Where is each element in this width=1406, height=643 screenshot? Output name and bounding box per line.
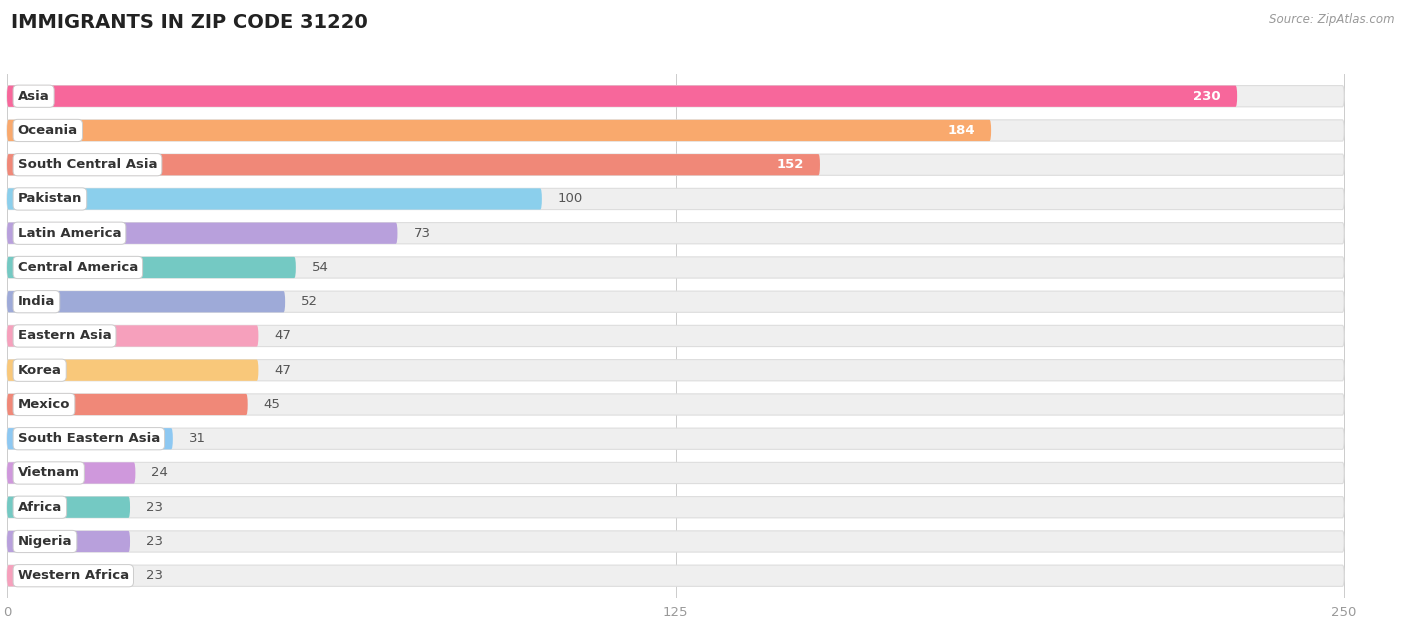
- Text: Nigeria: Nigeria: [18, 535, 72, 548]
- FancyBboxPatch shape: [7, 86, 1344, 107]
- FancyBboxPatch shape: [7, 496, 1344, 518]
- FancyBboxPatch shape: [7, 325, 1344, 347]
- FancyBboxPatch shape: [7, 154, 1344, 176]
- FancyBboxPatch shape: [7, 565, 1344, 586]
- Text: Oceania: Oceania: [18, 124, 77, 137]
- FancyBboxPatch shape: [7, 531, 129, 552]
- Text: 23: 23: [146, 501, 163, 514]
- FancyBboxPatch shape: [7, 154, 820, 176]
- Text: Eastern Asia: Eastern Asia: [18, 329, 111, 343]
- Text: Vietnam: Vietnam: [18, 466, 80, 480]
- FancyBboxPatch shape: [7, 291, 1344, 312]
- Text: 54: 54: [312, 261, 329, 274]
- Text: India: India: [18, 295, 55, 308]
- Text: IMMIGRANTS IN ZIP CODE 31220: IMMIGRANTS IN ZIP CODE 31220: [11, 13, 368, 32]
- FancyBboxPatch shape: [7, 462, 135, 484]
- FancyBboxPatch shape: [7, 222, 1344, 244]
- FancyBboxPatch shape: [7, 359, 259, 381]
- Text: Pakistan: Pakistan: [18, 192, 82, 206]
- Text: South Eastern Asia: South Eastern Asia: [18, 432, 160, 445]
- Text: 230: 230: [1194, 90, 1220, 103]
- FancyBboxPatch shape: [7, 428, 1344, 449]
- Text: Latin America: Latin America: [18, 227, 121, 240]
- FancyBboxPatch shape: [7, 120, 1344, 141]
- Text: Mexico: Mexico: [18, 398, 70, 411]
- FancyBboxPatch shape: [7, 462, 1344, 484]
- FancyBboxPatch shape: [7, 359, 1344, 381]
- FancyBboxPatch shape: [7, 222, 398, 244]
- FancyBboxPatch shape: [7, 257, 295, 278]
- Text: 23: 23: [146, 535, 163, 548]
- Text: 24: 24: [152, 466, 169, 480]
- FancyBboxPatch shape: [7, 291, 285, 312]
- Text: Western Africa: Western Africa: [18, 569, 129, 582]
- Text: 31: 31: [188, 432, 205, 445]
- Text: 47: 47: [274, 364, 291, 377]
- FancyBboxPatch shape: [7, 188, 541, 210]
- FancyBboxPatch shape: [7, 257, 1344, 278]
- Text: 45: 45: [264, 398, 281, 411]
- FancyBboxPatch shape: [7, 531, 1344, 552]
- Text: 152: 152: [776, 158, 804, 171]
- Text: 47: 47: [274, 329, 291, 343]
- Text: South Central Asia: South Central Asia: [18, 158, 157, 171]
- Text: 184: 184: [948, 124, 976, 137]
- Text: 52: 52: [301, 295, 318, 308]
- Text: Source: ZipAtlas.com: Source: ZipAtlas.com: [1270, 13, 1395, 26]
- Text: 100: 100: [558, 192, 583, 206]
- FancyBboxPatch shape: [7, 394, 247, 415]
- FancyBboxPatch shape: [7, 120, 991, 141]
- Text: 73: 73: [413, 227, 430, 240]
- Text: Korea: Korea: [18, 364, 62, 377]
- Text: Asia: Asia: [18, 90, 49, 103]
- FancyBboxPatch shape: [7, 394, 1344, 415]
- FancyBboxPatch shape: [7, 428, 173, 449]
- FancyBboxPatch shape: [7, 496, 129, 518]
- Text: Africa: Africa: [18, 501, 62, 514]
- FancyBboxPatch shape: [7, 188, 1344, 210]
- FancyBboxPatch shape: [7, 565, 129, 586]
- FancyBboxPatch shape: [7, 86, 1237, 107]
- Text: Central America: Central America: [18, 261, 138, 274]
- Text: 23: 23: [146, 569, 163, 582]
- FancyBboxPatch shape: [7, 325, 259, 347]
